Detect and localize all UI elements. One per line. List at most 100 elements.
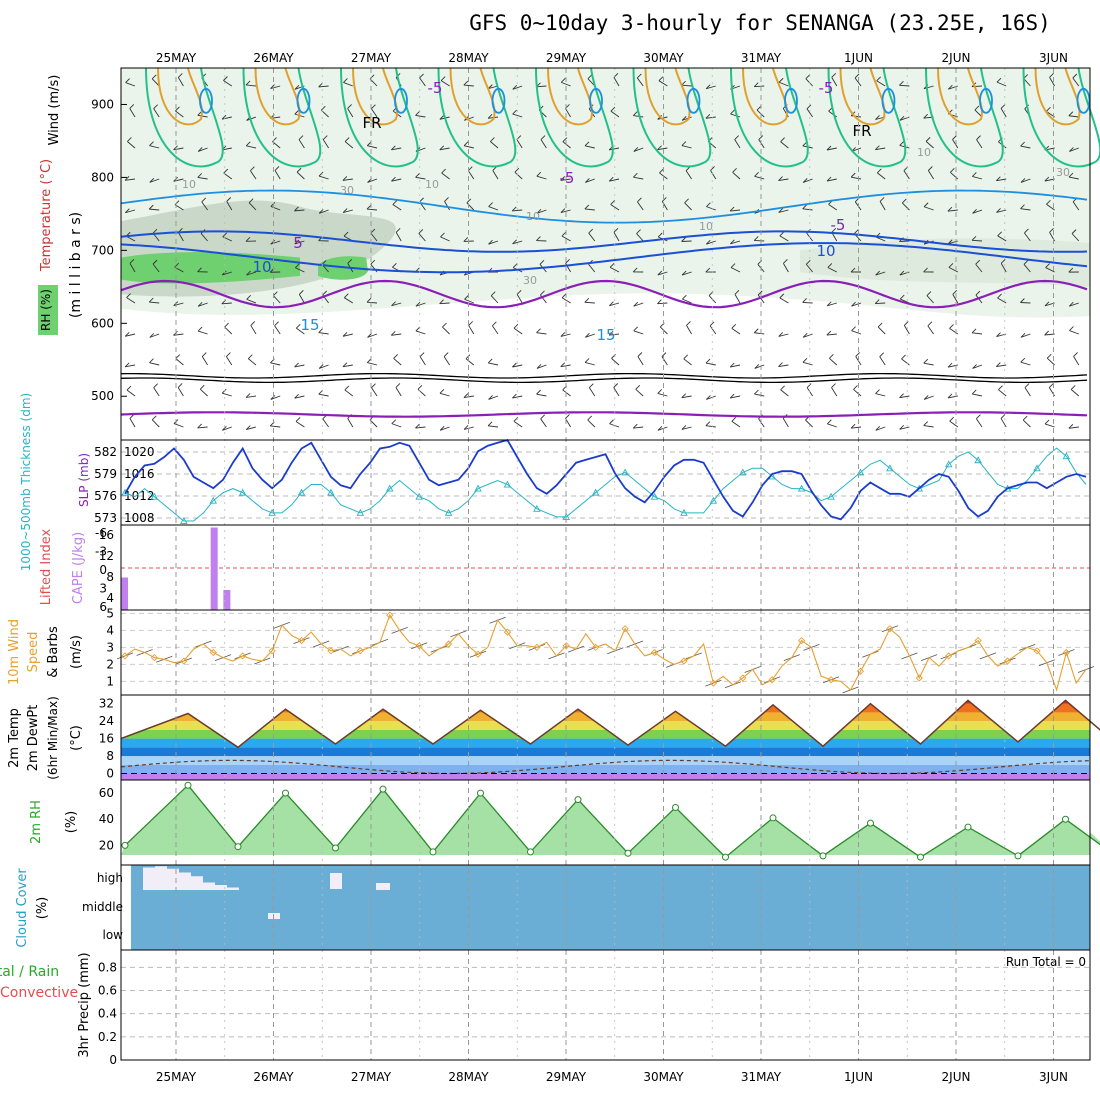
bottom-date-label: 1JUN — [844, 1070, 873, 1084]
right-tick-label: 8 — [106, 570, 114, 584]
wind-barb — [899, 241, 909, 242]
contour-label: 10 — [917, 146, 931, 159]
y-tick-label: 0 — [106, 766, 114, 780]
cloud-clear-bar — [376, 883, 390, 890]
cape-axis-label: CAPE (J/kg) — [71, 532, 86, 604]
rh2m-axis-label: 2m RH — [29, 800, 44, 844]
y-tick-label: 0.6 — [98, 984, 117, 998]
y-tick-label: 5 — [106, 606, 114, 620]
contour-label: 10 — [816, 242, 835, 260]
bottom-date-label: 31MAY — [741, 1070, 782, 1084]
contour-label: -5 — [819, 79, 834, 97]
rh-point — [185, 782, 191, 788]
contour-label: 10 — [699, 220, 713, 233]
top-date-label: 26MAY — [253, 51, 294, 65]
cloud-units-label: (%) — [35, 897, 50, 920]
contour-label: 30 — [1056, 166, 1070, 179]
cloud-clear-bar — [330, 873, 342, 889]
run-total-label: Run Total = 0 — [1006, 955, 1086, 969]
rh-point — [1063, 816, 1069, 822]
right-tick-label: 1020 — [124, 445, 155, 459]
y-tick-label: 1 — [106, 674, 114, 688]
left-tick-label: 576 — [94, 489, 117, 503]
minmax-axis-label: (6hr Min/Max) — [46, 696, 60, 780]
cloud-clear-bar — [203, 883, 215, 891]
wind-barb — [754, 240, 764, 241]
right-tick-label: 16 — [99, 528, 114, 542]
contour-label: 15 — [596, 326, 615, 344]
y-tick-label: 8 — [106, 749, 114, 763]
contour-label: 15 — [300, 316, 319, 334]
rh-point — [528, 849, 534, 855]
lifted-index-axis-label: Lifted Index — [39, 528, 54, 605]
top-date-label: 3JUN — [1039, 51, 1068, 65]
left-tick-label: 582 — [94, 445, 117, 459]
y-tick-label: 20 — [99, 838, 114, 852]
temp-band — [121, 765, 1090, 774]
rh-point — [333, 845, 339, 851]
y-tick-label: 16 — [99, 732, 114, 746]
contour-label: 10 — [252, 258, 271, 276]
cloud-clear-bar — [227, 888, 239, 891]
cloud-clear-bar — [215, 885, 227, 890]
contour-label: -5 — [831, 216, 846, 234]
cloud-clear-bar — [155, 866, 167, 890]
cape-bar — [121, 578, 128, 611]
wind-barb — [803, 302, 813, 303]
bottom-date-label: 30MAY — [643, 1070, 684, 1084]
right-tick-label: 12 — [99, 549, 114, 563]
precip-total-label: Total / Rain — [0, 964, 59, 980]
temp-band — [121, 747, 1090, 756]
cloud-clear-bar — [143, 868, 155, 891]
rh-point — [235, 844, 241, 850]
temp2m-units-label: (°C) — [69, 725, 84, 751]
chart-title: GFS 0~10day 3-hourly for SENANGA (23.25E… — [469, 11, 1051, 35]
top-date-label: 30MAY — [643, 51, 684, 65]
temp-band — [121, 773, 1090, 780]
top-date-label: 29MAY — [546, 51, 587, 65]
top-date-label: 2JUN — [942, 51, 971, 65]
y-tick-label: 60 — [99, 786, 114, 800]
rh-point — [1015, 853, 1021, 859]
rh-point — [918, 854, 924, 860]
cloud-clear-bar — [191, 876, 203, 890]
contour-label: -5 — [560, 169, 575, 187]
rh-point — [770, 815, 776, 821]
contour-label: FR — [852, 122, 871, 140]
precip-axis-label: 3hr Precip (mm) — [77, 952, 92, 1057]
bottom-date-label: 25MAY — [156, 1070, 197, 1084]
temperature-axis-label: Temperature (°C) — [39, 159, 54, 272]
top-date-label: 31MAY — [741, 51, 782, 65]
y-tick-label: 0.2 — [98, 1030, 117, 1044]
cloud-level-label: high — [97, 871, 123, 885]
temp2m-axis-label: 2m Temp — [7, 708, 22, 768]
top-date-label: 1JUN — [844, 51, 873, 65]
top-date-label: 25MAY — [156, 51, 197, 65]
wind10-units-label: (m/s) — [69, 635, 84, 669]
rh-point — [380, 786, 386, 792]
top-date-label: 27MAY — [351, 51, 392, 65]
top-date-label: 28MAY — [448, 51, 489, 65]
pressure-units-label: (m i l l i b a r s) — [68, 212, 84, 318]
contour-label: FR — [362, 114, 381, 132]
bottom-date-label: 2JUN — [942, 1070, 971, 1084]
y-tick-label: 500 — [91, 389, 114, 403]
wind-barb — [875, 303, 885, 304]
y-tick-label: 2 — [106, 657, 114, 671]
y-tick-label: 800 — [91, 170, 114, 184]
temp-band — [121, 739, 1090, 748]
right-tick-label: 1012 — [124, 489, 155, 503]
bottom-date-label: 28MAY — [448, 1070, 489, 1084]
contour-label: 30 — [340, 184, 354, 197]
rh2m-units-label: (%) — [64, 811, 79, 834]
y-tick-label: 32 — [99, 697, 114, 711]
dewpt2m-axis-label: 2m DewPt — [26, 705, 41, 772]
cloud-level-label: low — [103, 928, 124, 942]
y-tick-label: 40 — [99, 812, 114, 826]
rh-point — [575, 797, 581, 803]
bottom-date-label: 29MAY — [546, 1070, 587, 1084]
y-tick-label: 3 — [106, 640, 114, 654]
